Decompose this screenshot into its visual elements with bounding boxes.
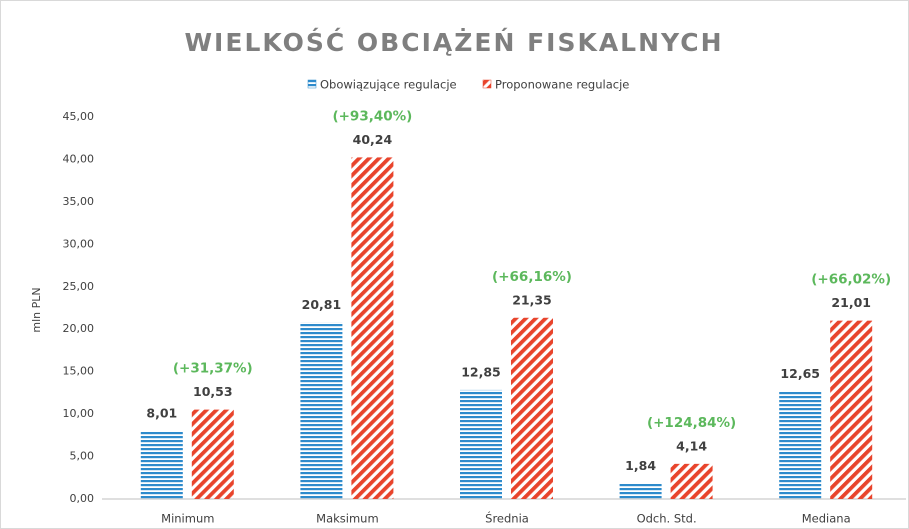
- bar: [619, 483, 662, 499]
- x-tick-label: Odch. Std.: [637, 512, 697, 526]
- x-tick-label: Średnia: [485, 511, 529, 526]
- y-tick-label: 20,00: [63, 322, 95, 335]
- value-label: 21,01: [831, 295, 871, 310]
- value-label: 1,84: [625, 458, 656, 473]
- bar: [511, 317, 553, 499]
- annotation: (+93,40%): [332, 108, 412, 124]
- annotation: (+66,02%): [811, 272, 891, 288]
- bar: [779, 391, 822, 499]
- value-label: 10,53: [193, 384, 233, 399]
- annotation: (+31,37%): [173, 361, 253, 377]
- x-tick-label: Mediana: [802, 512, 851, 526]
- legend-swatch: [482, 79, 492, 89]
- bar: [830, 320, 873, 499]
- annotation: (+66,16%): [492, 269, 572, 285]
- bar: [300, 322, 343, 499]
- value-label: 12,85: [461, 364, 501, 379]
- bar: [140, 431, 183, 499]
- y-tick-label: 0,00: [70, 492, 95, 505]
- legend-swatch: [307, 79, 317, 89]
- y-tick-label: 10,00: [63, 407, 95, 420]
- bar: [670, 463, 713, 499]
- y-tick-label: 45,00: [63, 110, 95, 123]
- y-tick-label: 30,00: [63, 237, 95, 250]
- x-tick-label: Maksimum: [316, 512, 379, 526]
- y-axis-label: mln PLN: [30, 287, 43, 332]
- chart-title: WIELKOŚĆ OBCIĄŻEŃ FISKALNYCH: [184, 27, 723, 57]
- x-tick-label: Minimum: [161, 512, 214, 526]
- y-tick-label: 25,00: [63, 280, 95, 293]
- legend-label: Proponowane regulacje: [495, 78, 629, 92]
- y-tick-label: 5,00: [70, 450, 95, 463]
- value-label: 20,81: [302, 297, 342, 312]
- bar: [351, 157, 394, 499]
- y-tick-label: 15,00: [63, 365, 95, 378]
- value-label: 40,24: [353, 132, 393, 147]
- value-label: 8,01: [146, 406, 177, 421]
- value-label: 12,65: [780, 366, 820, 381]
- value-label: 21,35: [512, 292, 552, 307]
- legend-label: Obowiązujące regulacje: [320, 78, 457, 92]
- bar: [191, 409, 234, 499]
- y-tick-label: 35,00: [63, 195, 95, 208]
- value-label: 4,14: [676, 438, 707, 453]
- bar: [460, 389, 502, 499]
- annotation: (+124,84%): [647, 415, 736, 431]
- y-tick-label: 40,00: [63, 152, 95, 165]
